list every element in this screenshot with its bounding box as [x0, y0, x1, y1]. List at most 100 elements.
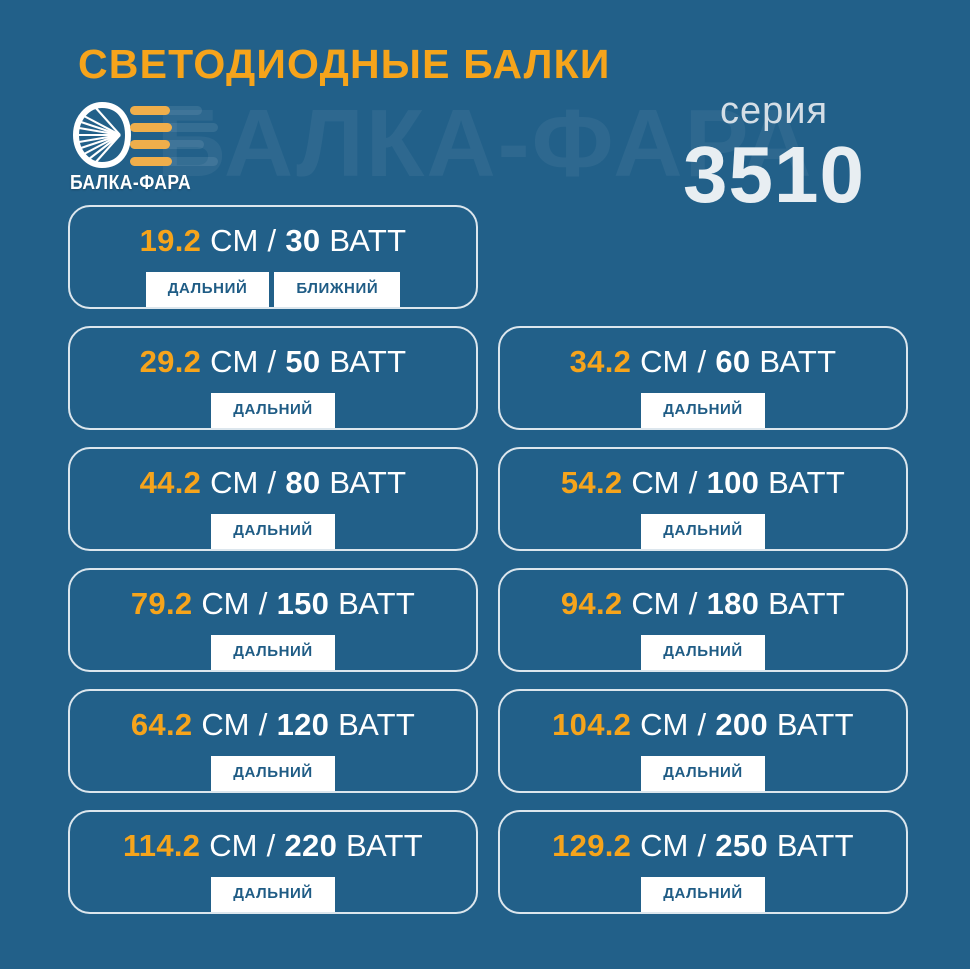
- page-title: СВЕТОДИОДНЫЕ БАЛКИ: [78, 41, 611, 87]
- product-card-p2[interactable]: 29.2 СМ / 50 ВАТТ ДАЛЬНИЙ: [68, 326, 478, 430]
- light-ray-2: [130, 123, 172, 132]
- product-tag-list: ДАЛЬНИЙ: [70, 393, 476, 428]
- product-card-p7[interactable]: 94.2 СМ / 180 ВАТТ ДАЛЬНИЙ: [498, 568, 908, 672]
- product-power-value: 120: [276, 707, 330, 742]
- product-power-unit: ВАТТ: [329, 223, 407, 258]
- product-grid: 19.2 СМ / 30 ВАТТ ДАЛЬНИЙ БЛИЖНИЙ 29.2 СМ /…: [0, 205, 970, 914]
- product-row: 29.2 СМ / 50 ВАТТ ДАЛЬНИЙ 34.2 СМ / 60 ВАТ…: [68, 326, 908, 430]
- product-card-p1[interactable]: 19.2 СМ / 30 ВАТТ ДАЛЬНИЙ БЛИЖНИЙ: [68, 205, 478, 309]
- product-power-unit: ВАТТ: [759, 344, 837, 379]
- product-card-p9[interactable]: 104.2 СМ / 200 ВАТТ ДАЛЬНИЙ: [498, 689, 908, 793]
- product-size-value: 64.2: [130, 707, 193, 742]
- product-size-unit: СМ: [640, 707, 689, 742]
- product-separator: /: [688, 465, 698, 500]
- product-card-p6[interactable]: 79.2 СМ / 150 ВАТТ ДАЛЬНИЙ: [68, 568, 478, 672]
- series-block: серия 3510: [634, 92, 914, 216]
- ghost-ray-4: [130, 157, 218, 166]
- light-ray-1: [130, 106, 170, 115]
- product-beam-tag[interactable]: ДАЛЬНИЙ: [145, 272, 270, 307]
- light-ray-3: [130, 140, 170, 149]
- product-power-value: 50: [285, 344, 321, 379]
- product-beam-tag[interactable]: ДАЛЬНИЙ: [211, 635, 335, 670]
- product-spec: 29.2 СМ / 50 ВАТТ: [70, 344, 476, 380]
- product-beam-tag[interactable]: ДАЛЬНИЙ: [211, 877, 335, 912]
- product-beam-tag[interactable]: ДАЛЬНИЙ: [211, 514, 335, 549]
- product-spec: 19.2 СМ / 30 ВАТТ: [70, 223, 476, 259]
- product-cell: 34.2 СМ / 60 ВАТТ ДАЛЬНИЙ: [498, 326, 908, 430]
- product-power-unit: ВАТТ: [768, 465, 846, 500]
- product-spec: 34.2 СМ / 60 ВАТТ: [500, 344, 906, 380]
- product-separator: /: [267, 223, 277, 258]
- product-beam-tag[interactable]: ДАЛЬНИЙ: [641, 393, 765, 428]
- ghost-ray-2: [130, 123, 218, 132]
- product-spec: 44.2 СМ / 80 ВАТТ: [70, 465, 476, 501]
- product-cell: 19.2 СМ / 30 ВАТТ ДАЛЬНИЙ БЛИЖНИЙ: [68, 205, 478, 309]
- product-power-unit: ВАТТ: [776, 707, 854, 742]
- logo-mark: [68, 100, 218, 174]
- product-card-p5[interactable]: 54.2 СМ / 100 ВАТТ ДАЛЬНИЙ: [498, 447, 908, 551]
- product-size-unit: СМ: [209, 828, 258, 863]
- product-tag-list: ДАЛЬНИЙ: [500, 514, 906, 549]
- product-cell: 114.2 СМ / 220 ВАТТ ДАЛЬНИЙ: [68, 810, 478, 914]
- product-size-value: 94.2: [560, 586, 623, 621]
- logo-light-rays: [130, 106, 196, 174]
- product-cell: 64.2 СМ / 120 ВАТТ ДАЛЬНИЙ: [68, 689, 478, 793]
- product-cell: 54.2 СМ / 100 ВАТТ ДАЛЬНИЙ: [498, 447, 908, 551]
- product-size-unit: СМ: [201, 586, 250, 621]
- product-power-unit: ВАТТ: [346, 828, 424, 863]
- logo-wordmark: БАЛКА-ФАРА: [70, 172, 192, 194]
- product-size-value: 104.2: [552, 707, 632, 742]
- product-separator: /: [258, 707, 268, 742]
- product-size-value: 129.2: [552, 828, 632, 863]
- product-spec: 129.2 СМ / 250 ВАТТ: [500, 828, 906, 864]
- product-tag-list: ДАЛЬНИЙ: [500, 393, 906, 428]
- product-spec: 94.2 СМ / 180 ВАТТ: [500, 586, 906, 622]
- product-spec: 104.2 СМ / 200 ВАТТ: [500, 707, 906, 743]
- product-beam-tag[interactable]: БЛИЖНИЙ: [274, 272, 401, 307]
- product-size-value: 54.2: [560, 465, 623, 500]
- product-card-p8[interactable]: 64.2 СМ / 120 ВАТТ ДАЛЬНИЙ: [68, 689, 478, 793]
- product-size-unit: СМ: [210, 344, 259, 379]
- product-row: 79.2 СМ / 150 ВАТТ ДАЛЬНИЙ 94.2 СМ / 180 В…: [68, 568, 908, 672]
- product-power-value: 180: [706, 586, 760, 621]
- product-separator: /: [266, 828, 276, 863]
- product-tag-list: ДАЛЬНИЙ: [70, 514, 476, 549]
- headlight-icon: [72, 101, 132, 173]
- product-beam-tag[interactable]: ДАЛЬНИЙ: [641, 635, 765, 670]
- product-tag-list: ДАЛЬНИЙ: [70, 756, 476, 791]
- product-spec: 79.2 СМ / 150 ВАТТ: [70, 586, 476, 622]
- product-power-unit: ВАТТ: [338, 707, 416, 742]
- product-beam-tag[interactable]: ДАЛЬНИЙ: [641, 514, 765, 549]
- product-cell: 104.2 СМ / 200 ВАТТ ДАЛЬНИЙ: [498, 689, 908, 793]
- product-cell: 44.2 СМ / 80 ВАТТ ДАЛЬНИЙ: [68, 447, 478, 551]
- product-separator: /: [267, 465, 277, 500]
- product-power-value: 80: [285, 465, 321, 500]
- product-power-value: 150: [276, 586, 330, 621]
- product-beam-tag[interactable]: ДАЛЬНИЙ: [211, 393, 335, 428]
- product-card-p4[interactable]: 44.2 СМ / 80 ВАТТ ДАЛЬНИЙ: [68, 447, 478, 551]
- product-beam-tag[interactable]: ДАЛЬНИЙ: [641, 756, 765, 791]
- header: СВЕТОДИОДНЫЕ БАЛКИ: [0, 0, 970, 215]
- product-card-p3[interactable]: 34.2 СМ / 60 ВАТТ ДАЛЬНИЙ: [498, 326, 908, 430]
- product-card-p11[interactable]: 129.2 СМ / 250 ВАТТ ДАЛЬНИЙ: [498, 810, 908, 914]
- product-separator: /: [697, 828, 707, 863]
- product-separator: /: [258, 586, 268, 621]
- product-spec: 54.2 СМ / 100 ВАТТ: [500, 465, 906, 501]
- product-separator: /: [267, 344, 277, 379]
- product-separator: /: [697, 707, 707, 742]
- product-beam-tag[interactable]: ДАЛЬНИЙ: [211, 756, 335, 791]
- product-power-value: 220: [284, 828, 338, 863]
- product-row: 64.2 СМ / 120 ВАТТ ДАЛЬНИЙ 104.2 СМ / 200 …: [68, 689, 908, 793]
- product-tag-list: ДАЛЬНИЙ: [70, 877, 476, 912]
- product-beam-tag[interactable]: ДАЛЬНИЙ: [641, 877, 765, 912]
- product-card-p10[interactable]: 114.2 СМ / 220 ВАТТ ДАЛЬНИЙ: [68, 810, 478, 914]
- product-size-unit: СМ: [640, 828, 689, 863]
- product-size-unit: СМ: [640, 344, 689, 379]
- product-cell: 29.2 СМ / 50 ВАТТ ДАЛЬНИЙ: [68, 326, 478, 430]
- product-power-value: 250: [715, 828, 768, 863]
- product-size-value: 79.2: [130, 586, 193, 621]
- product-row: 19.2 СМ / 30 ВАТТ ДАЛЬНИЙ БЛИЖНИЙ: [68, 205, 902, 309]
- product-tag-list: ДАЛЬНИЙ: [500, 756, 906, 791]
- product-tag-list: ДАЛЬНИЙ: [500, 877, 906, 912]
- product-size-unit: СМ: [210, 223, 259, 258]
